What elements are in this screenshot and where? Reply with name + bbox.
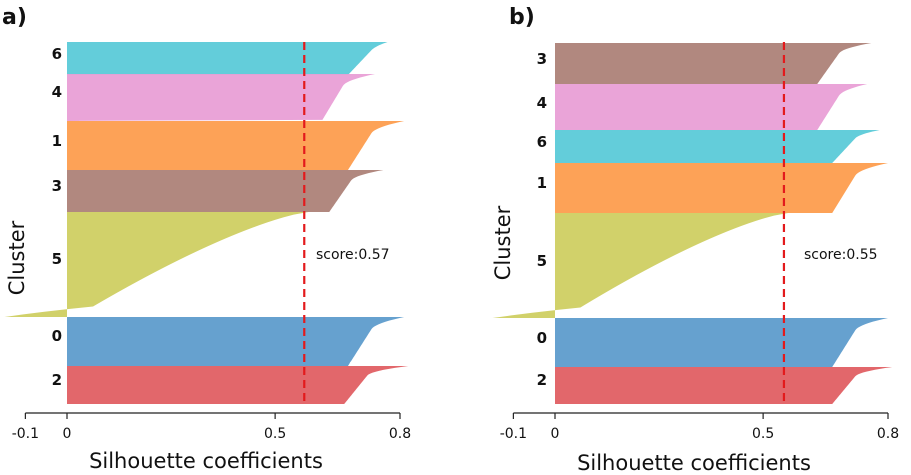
silhouette-cluster-2 (555, 367, 893, 404)
panel-b-y-axis-title: Cluster (491, 205, 515, 280)
x-tick-label: -0.1 (12, 426, 39, 442)
x-tick-label: 0 (63, 426, 72, 442)
panel-b: b) 3 4 6 1 5 0 2 score:0.55 -0.1 0 0.5 0.8 Cluste… (491, 5, 899, 475)
x-tick-label: 0.5 (264, 426, 286, 442)
cluster-label-5: 5 (537, 252, 547, 270)
x-tick-label: -0.1 (500, 426, 527, 442)
silhouette-cluster-6 (555, 130, 880, 163)
panel-a-cluster-labels: 6 4 1 3 5 0 2 (52, 45, 62, 389)
cluster-label-6: 6 (537, 133, 547, 151)
panel-b-x-axis: -0.1 0 0.5 0.8 (500, 412, 899, 442)
cluster-label-0: 0 (52, 327, 62, 345)
silhouette-cluster-2 (67, 366, 409, 404)
panel-b-score-label: score:0.55 (804, 247, 878, 263)
cluster-label-1: 1 (537, 174, 547, 192)
panel-a-silhouettes (4, 42, 409, 404)
panel-a: a) 6 4 1 3 5 0 2 score:0.57 -0.1 0 0.5 0.8 Cluste… (2, 5, 411, 473)
silhouette-cluster-0 (555, 318, 888, 367)
panel-b-silhouettes (492, 43, 893, 404)
panel-b-cluster-labels: 3 4 6 1 5 0 2 (537, 50, 547, 389)
panel-a-label: a) (2, 5, 27, 30)
silhouette-cluster-5 (4, 212, 309, 317)
panel-a-y-axis-title: Cluster (5, 220, 29, 295)
silhouette-cluster-4 (54, 74, 376, 121)
panel-b-label: b) (509, 5, 535, 30)
panel-a-score-label: score:0.57 (316, 247, 390, 263)
x-tick-label: 0.8 (389, 426, 411, 442)
panel-a-x-axis: -0.1 0 0.5 0.8 (12, 412, 411, 442)
panel-b-x-axis-title: Silhouette coefficients (577, 451, 811, 475)
silhouette-cluster-3 (67, 170, 384, 212)
cluster-label-3: 3 (52, 177, 62, 195)
cluster-label-6: 6 (52, 45, 62, 63)
cluster-label-2: 2 (52, 371, 62, 389)
panel-a-x-axis-title: Silhouette coefficients (89, 449, 323, 473)
x-tick-label: 0.5 (752, 426, 774, 442)
x-tick-label: 0.8 (877, 426, 899, 442)
x-tick-label: 0 (551, 426, 560, 442)
cluster-label-5: 5 (52, 250, 62, 268)
cluster-label-3: 3 (537, 50, 547, 68)
cluster-label-1: 1 (52, 132, 62, 150)
silhouette-cluster-1 (555, 163, 888, 213)
cluster-label-2: 2 (537, 371, 547, 389)
silhouette-cluster-1 (67, 121, 405, 170)
silhouette-cluster-5 (492, 213, 789, 318)
silhouette-cluster-6 (67, 42, 388, 75)
silhouette-cluster-3 (555, 43, 872, 84)
silhouette-cluster-0 (67, 317, 405, 366)
cluster-label-0: 0 (537, 329, 547, 347)
cluster-label-4: 4 (537, 94, 547, 112)
silhouette-cluster-4 (555, 84, 868, 130)
cluster-label-4: 4 (52, 83, 62, 101)
